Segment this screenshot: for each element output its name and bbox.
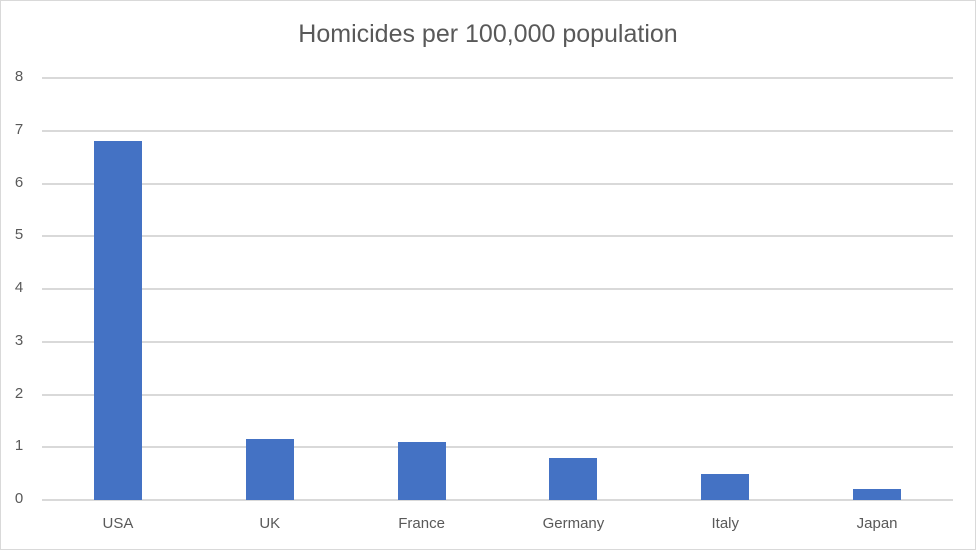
y-tick-label: 3 <box>14 331 24 349</box>
x-tick-label: UK <box>259 515 281 532</box>
bar-usa <box>93 141 142 500</box>
gridline <box>42 499 953 501</box>
gridline <box>42 288 953 290</box>
y-tick-label: 1 <box>14 437 24 455</box>
gridline <box>42 393 953 396</box>
y-tick-label: 0 <box>14 490 24 507</box>
plot-area <box>42 77 953 501</box>
y-tick-label: 5 <box>14 226 24 244</box>
bar-france <box>397 441 446 500</box>
x-tick-label: Japan <box>856 515 898 532</box>
x-tick-label: Italy <box>711 515 739 532</box>
gridline <box>42 129 953 132</box>
y-tick-label: 7 <box>14 120 24 138</box>
gridline <box>42 340 953 343</box>
x-tick-label: France <box>398 515 445 532</box>
x-tick-label: Germany <box>542 515 605 532</box>
y-tick-label: 2 <box>14 384 24 402</box>
y-tick-label: 4 <box>14 279 24 296</box>
x-tick-label: USA <box>102 515 134 532</box>
gridline <box>42 77 953 79</box>
bar-germany <box>549 457 598 500</box>
gridline <box>42 182 953 185</box>
chart-title: Homicides per 100,000 population <box>298 20 678 48</box>
bar-uk <box>245 439 294 500</box>
gridline <box>42 235 953 238</box>
bar-italy <box>701 473 750 500</box>
y-tick-label: 6 <box>14 173 24 191</box>
bar-japan <box>853 489 902 500</box>
gridline <box>42 446 953 449</box>
y-tick-label: 8 <box>14 68 24 85</box>
